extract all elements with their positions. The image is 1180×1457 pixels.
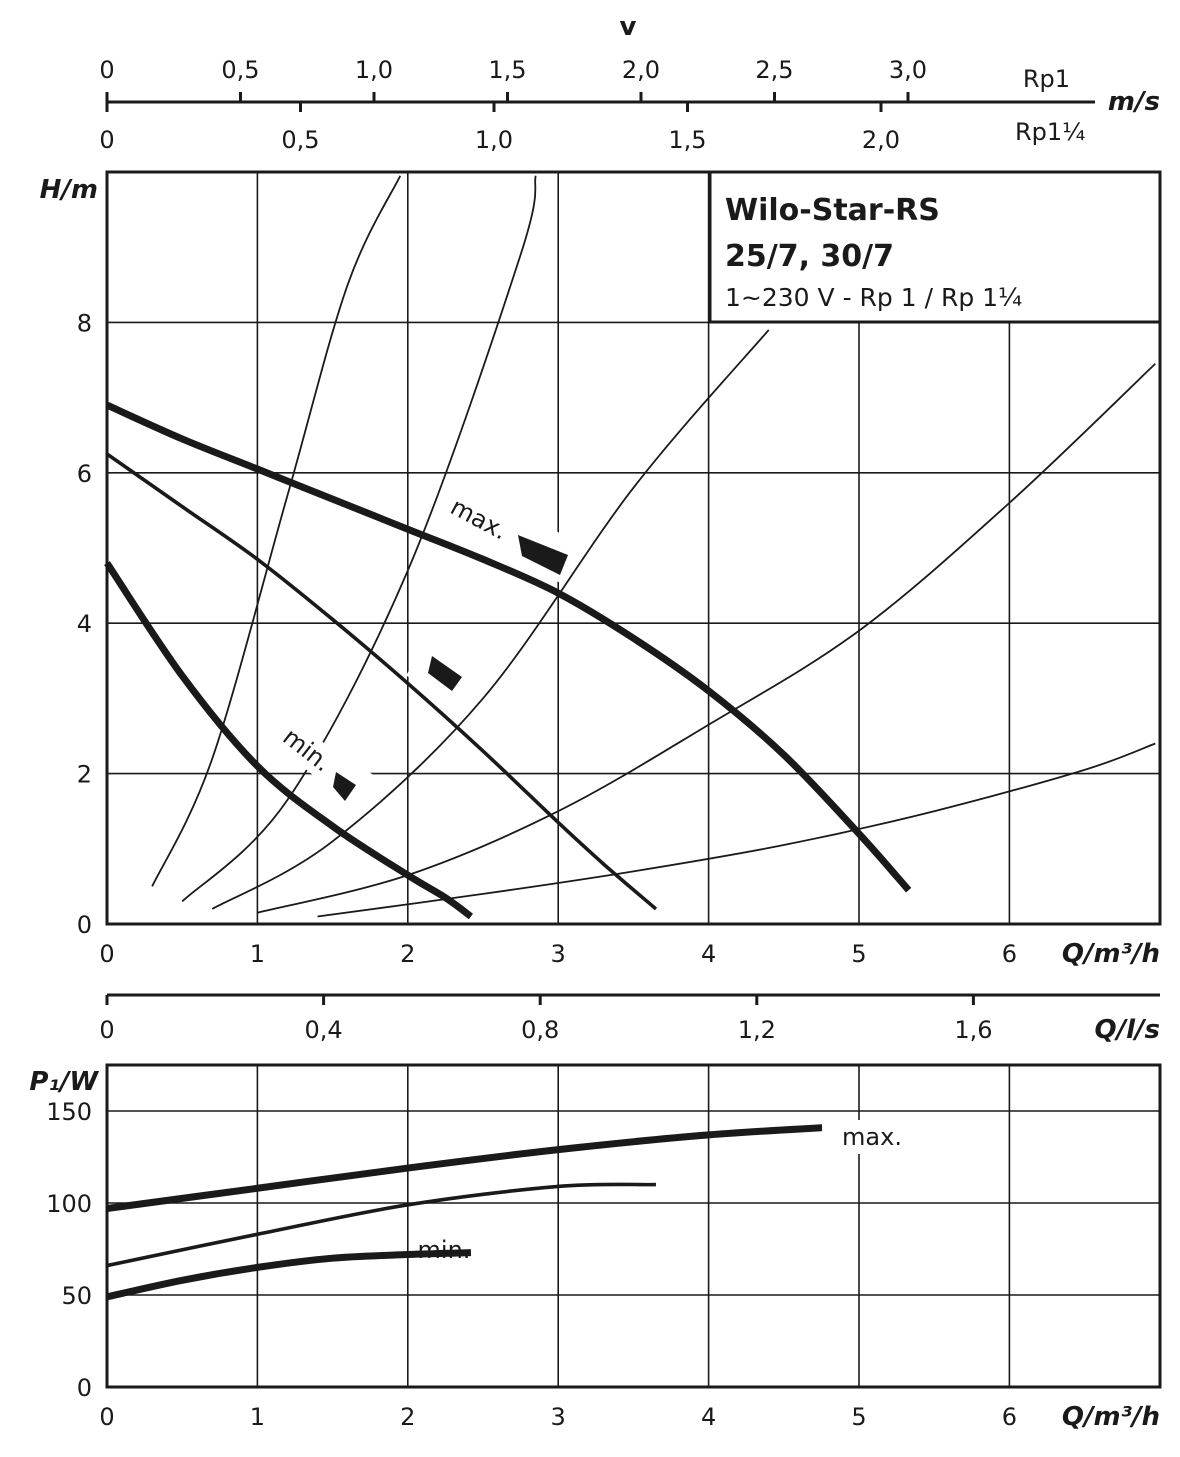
power-curve-1 (106, 1182, 656, 1268)
head-frame (105, 170, 1162, 926)
system-curve-5 (211, 329, 770, 910)
flow-ls-axis: 0 0,4 0,8 1,2 1,6 Q/l/s (99, 993, 1160, 1045)
title-box: Wilo-Star-RS 25/7, 30/7 1~230 V - Rp 1 /… (708, 170, 1162, 324)
head-y-tick: 0 (77, 911, 92, 939)
head-xlabel: Q/m³/h (1062, 939, 1160, 969)
head-y-tick: 4 (77, 610, 92, 638)
marker-min-icon (333, 772, 356, 801)
flow-ls-ticks: 0 0,4 0,8 1,2 1,6 (99, 995, 992, 1044)
flow-ls-label: Q/l/s (1095, 1015, 1160, 1045)
power-chart: 0 1 2 3 4 5 6 0 50 100 150 P₁/W Q/m³/h max. min. (29, 1063, 1162, 1432)
rp114-tick-label: 2,0 (862, 126, 900, 154)
power-frame (105, 1063, 1162, 1389)
title-line-3: 1~230 V - Rp 1 / Rp 1¼ (725, 283, 1022, 312)
rp1-tick-label: 2,0 (622, 56, 660, 84)
title-line-2: 25/7, 30/7 (725, 239, 894, 274)
power-curve-2 (106, 1249, 472, 1301)
system-curve-3 (151, 175, 402, 887)
title-box-frame (708, 170, 1162, 324)
velocity-ticks: 0 0,5 1,0 1,5 2,0 2,5 3,0 0 0,5 1,0 1,5 2,0 (99, 56, 927, 154)
flow-ls-tick-label: 0,8 (521, 1016, 559, 1044)
power-x-tick: 4 (701, 1403, 716, 1431)
head-curve-labels: max. min. (269, 486, 521, 785)
head-curves (104, 401, 912, 920)
rp1-tick-label: 3,0 (889, 56, 927, 84)
rp1-tick-label: 0,5 (221, 56, 259, 84)
rp114-tick-label: 1,5 (668, 126, 706, 154)
power-y-tick: 150 (46, 1098, 92, 1126)
power-y-tick: 0 (77, 1374, 92, 1402)
head-curve-0 (105, 401, 912, 893)
power-x-tick: 5 (851, 1403, 866, 1431)
power-xlabel: Q/m³/h (1062, 1402, 1160, 1432)
flow-ls-tick-label: 1,2 (738, 1016, 776, 1044)
power-max-label: max. (842, 1123, 902, 1151)
head-x-tick: 3 (551, 940, 566, 968)
marker-mid-icon (428, 656, 462, 691)
power-grid (107, 1065, 1160, 1387)
title-line-1: Wilo-Star-RS (725, 193, 940, 228)
max-label-bg (437, 486, 521, 552)
power-x-tick: 3 (551, 1403, 566, 1431)
rp1-tick-label: 2,5 (755, 56, 793, 84)
power-y-tick: 50 (61, 1282, 92, 1310)
flow-ls-tick-label: 0 (99, 1016, 114, 1044)
power-x-tick: 0 (99, 1403, 114, 1431)
rp114-label: Rp1¼ (1015, 118, 1085, 146)
flow-ls-tick-label: 0,4 (305, 1016, 343, 1044)
head-x-tick: 1 (250, 940, 265, 968)
power-curve-0 (106, 1120, 912, 1212)
head-x-tick: 0 (99, 940, 114, 968)
power-min-label: min. (418, 1236, 471, 1264)
head-x-tick: 2 (400, 940, 415, 968)
flow-ls-tick-label: 1,6 (954, 1016, 992, 1044)
marker-max-icon (518, 535, 568, 575)
power-max-label-bg (822, 1120, 914, 1154)
velocity-title: v (620, 12, 637, 42)
power-ticks: 0 1 2 3 4 5 6 0 50 100 150 (46, 1098, 1017, 1431)
power-curves (106, 1120, 912, 1301)
rp1-tick-label: 1,5 (488, 56, 526, 84)
power-ylabel: P₁/W (29, 1067, 99, 1097)
speed-markers (315, 515, 585, 815)
head-max-label: max. (446, 493, 512, 546)
velocity-unit: m/s (1108, 87, 1160, 117)
rp1-tick-label: 1,0 (355, 56, 393, 84)
rp1-tick-label: 0 (99, 56, 114, 84)
head-y-tick: 8 (77, 309, 92, 337)
power-x-tick: 2 (400, 1403, 415, 1431)
head-chart: 0 1 2 3 4 5 6 0 2 4 6 8 H/m Q/m³/h Wilo-Star-RS 25/… (40, 170, 1162, 969)
system-curve-4 (181, 175, 537, 903)
power-y-tick: 100 (46, 1190, 92, 1218)
velocity-axis: v Rp1 Rp1¼ m/s 0 0,5 1,0 1,5 2,0 2,5 3,0 0 0,5 1,… (99, 12, 1160, 154)
rp114-tick-label: 0,5 (281, 126, 319, 154)
head-y-tick: 6 (77, 460, 92, 488)
min-label-bg (269, 715, 345, 785)
system-curve-6 (257, 363, 1156, 914)
head-ticks: 0 1 2 3 4 5 6 0 2 4 6 8 (77, 309, 1017, 968)
head-curve-2 (104, 561, 474, 920)
head-x-tick: 6 (1002, 940, 1017, 968)
power-x-tick: 6 (1002, 1403, 1017, 1431)
head-x-tick: 4 (701, 940, 716, 968)
head-x-tick: 5 (851, 940, 866, 968)
rp114-tick-label: 1,0 (475, 126, 513, 154)
system-curve-7 (317, 742, 1156, 918)
head-ylabel: H/m (40, 175, 98, 205)
head-y-tick: 2 (77, 761, 92, 789)
rp114-tick-label: 0 (99, 126, 114, 154)
power-x-tick: 1 (250, 1403, 265, 1431)
rp1-label: Rp1 (1023, 65, 1070, 93)
head-curve-1 (105, 452, 658, 911)
